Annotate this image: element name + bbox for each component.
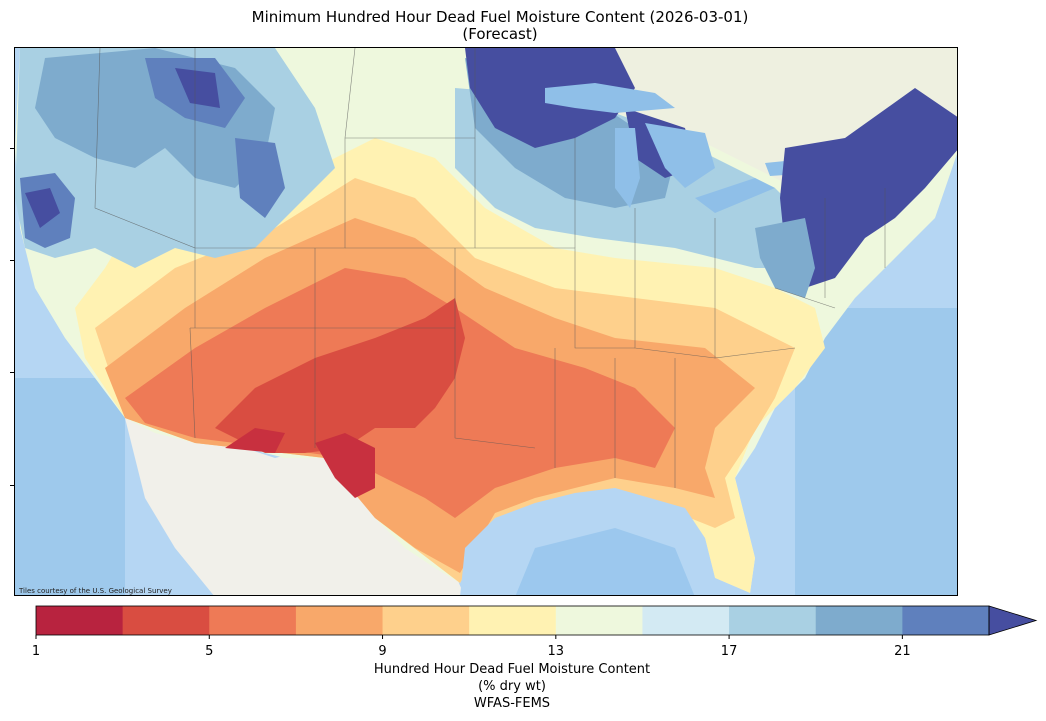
figure-title-line2: (Forecast) — [462, 25, 538, 43]
colorbar-tick-label: 1 — [31, 644, 41, 659]
colorbar-outline — [35, 605, 990, 636]
mexico-land — [125, 418, 465, 595]
y-tick — [10, 260, 14, 261]
colorbar-bin — [815, 606, 903, 635]
tile-credit: Tiles courtesy of the U.S. Geological Su… — [19, 587, 172, 595]
colorbar-extend-arrow — [988, 605, 1038, 636]
colorbar-tick-label: 21 — [894, 644, 911, 659]
colorbar-bin — [642, 606, 730, 635]
figure-title-line1: Minimum Hundred Hour Dead Fuel Moisture … — [251, 8, 749, 26]
y-tick — [10, 485, 14, 486]
colorbar-label-line3: WFAS-FEMS — [473, 696, 551, 711]
colorbar-bin — [209, 606, 297, 635]
colorbar-tick-label: 17 — [720, 644, 738, 659]
colorbar-bin — [295, 606, 384, 635]
lake-erie — [695, 178, 775, 213]
pacific-deep — [15, 378, 125, 595]
state-borders — [94, 48, 886, 488]
ocean-deep — [795, 308, 957, 595]
colorbar-bin — [729, 606, 817, 635]
zone-rockies — [235, 138, 285, 218]
colorbar-label-line2: (% dry wt) — [478, 679, 546, 694]
zone-1-3 — [225, 428, 285, 453]
colorbar-tick-label: 9 — [378, 644, 387, 659]
gulf-deep — [515, 528, 695, 595]
map-panel[interactable] — [14, 47, 958, 596]
zone-northeast-dark — [780, 88, 957, 288]
colorbar-bin — [36, 606, 124, 635]
zone-1-3-texas — [315, 433, 375, 498]
y-tick — [10, 372, 14, 373]
zone-northeast-mid — [755, 218, 815, 298]
colorbar-bin — [555, 606, 643, 635]
colorbar-tick-label: 5 — [205, 644, 214, 659]
colorbar — [35, 605, 1038, 639]
zone-pnw-dark2 — [175, 68, 220, 108]
lake-superior — [545, 83, 675, 113]
colorbar-bin — [902, 606, 990, 635]
y-tick — [10, 148, 14, 149]
zone-3-5 — [215, 298, 465, 453]
colorbar-bin — [382, 606, 470, 635]
canada-land — [15, 48, 957, 223]
zone-ca-coast-dark — [25, 188, 60, 228]
colorbar-bin — [469, 606, 557, 635]
colorbar-tick-label: 13 — [547, 644, 565, 659]
lake-huron — [645, 123, 715, 188]
colorbar-label-line1: Hundred Hour Dead Fuel Moisture Content — [373, 662, 651, 677]
lake-michigan — [615, 128, 640, 208]
colorbar-bin — [122, 606, 210, 635]
